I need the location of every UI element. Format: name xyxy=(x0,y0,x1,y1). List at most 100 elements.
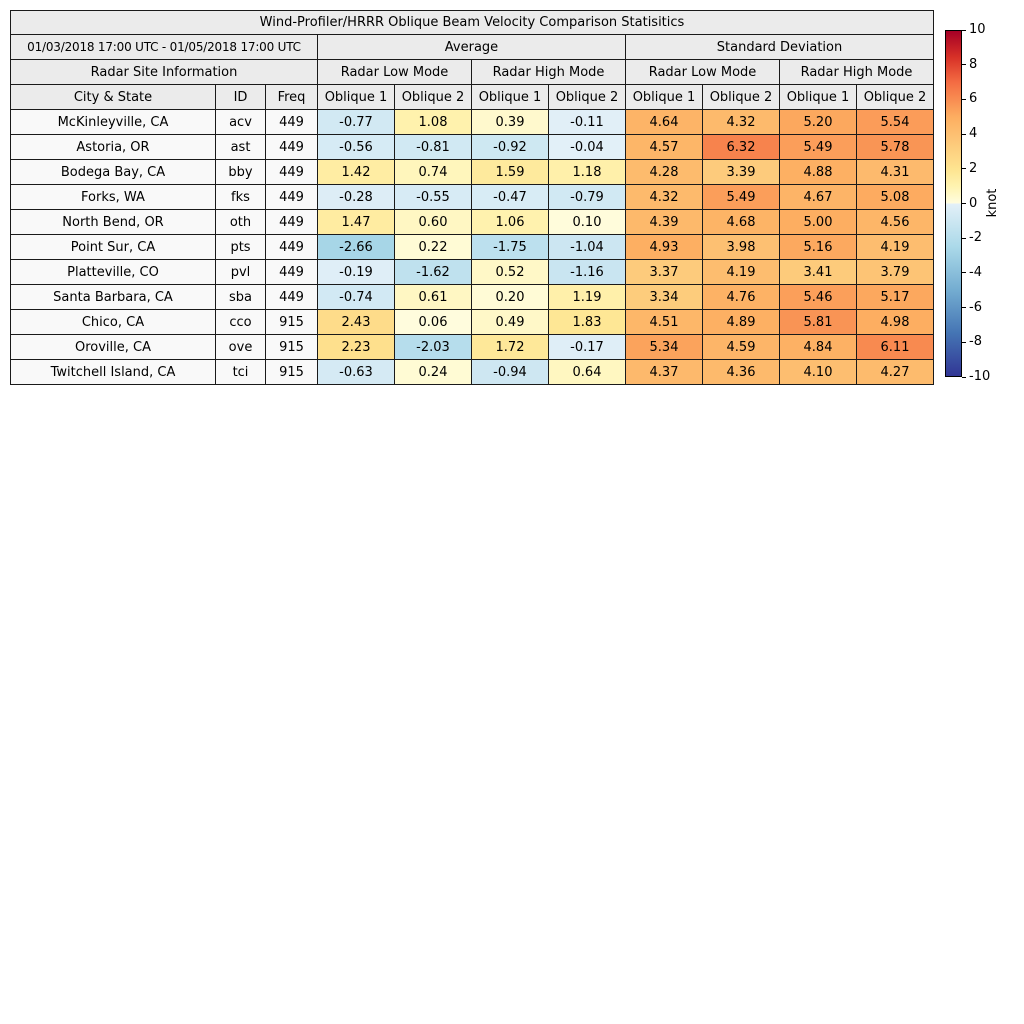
value-cell: 5.00 xyxy=(779,209,857,235)
id-cell: bby xyxy=(215,159,266,185)
avg-high-mode-header: Radar High Mode xyxy=(471,59,626,85)
table-row: Twitchell Island, CA tci 915 -0.63 0.24 -0.94… xyxy=(10,359,934,385)
value-cell: 1.08 xyxy=(394,109,472,135)
stddev-group-header: Standard Deviation xyxy=(625,34,934,60)
table-row: Forks, WA fks 449 -0.28 -0.55 -0.47 -0.79 4.32 5… xyxy=(10,184,934,210)
id-cell: acv xyxy=(215,109,266,135)
freq-cell: 449 xyxy=(265,109,318,135)
colorbar-tick-mark xyxy=(962,203,966,204)
freq-cell: 915 xyxy=(265,334,318,360)
table-row: McKinleyville, CA acv 449 -0.77 1.08 0.39 -0.1… xyxy=(10,109,934,135)
value-cell: -0.11 xyxy=(548,109,626,135)
value-cell: 5.81 xyxy=(779,309,857,335)
id-cell: oth xyxy=(215,209,266,235)
value-cell: 4.37 xyxy=(625,359,703,385)
value-cell: 1.47 xyxy=(317,209,395,235)
value-cell: 4.84 xyxy=(779,334,857,360)
value-cell: 4.93 xyxy=(625,234,703,260)
value-cell: 3.37 xyxy=(625,259,703,285)
table-row: Oroville, CA ove 915 2.23 -2.03 1.72 -0.17 5.34… xyxy=(10,334,934,360)
freq-cell: 449 xyxy=(265,234,318,260)
value-cell: 4.57 xyxy=(625,134,703,160)
id-cell: tci xyxy=(215,359,266,385)
value-cell: 4.76 xyxy=(702,284,780,310)
value-cell: 5.46 xyxy=(779,284,857,310)
value-cell: 5.17 xyxy=(856,284,934,310)
value-cell: 0.10 xyxy=(548,209,626,235)
value-cell: 4.32 xyxy=(625,184,703,210)
value-cell: 0.49 xyxy=(471,309,549,335)
id-cell: pts xyxy=(215,234,266,260)
value-cell: 4.28 xyxy=(625,159,703,185)
title-row: Wind-Profiler/HRRR Oblique Beam Velocity… xyxy=(10,10,934,35)
colorbar-unit-label: knot xyxy=(985,188,1000,218)
freq-cell: 449 xyxy=(265,209,318,235)
value-cell: -0.04 xyxy=(548,134,626,160)
city-cell: Point Sur, CA xyxy=(10,234,216,260)
colorbar-tick-mark xyxy=(962,341,966,343)
freq-cell: 449 xyxy=(265,134,318,160)
value-cell: -0.81 xyxy=(394,134,472,160)
colorbar-tick-label: -4 xyxy=(969,264,982,280)
colorbar-tick-mark xyxy=(962,272,966,274)
value-cell: 5.08 xyxy=(856,184,934,210)
value-cell: 5.16 xyxy=(779,234,857,260)
value-cell: 5.20 xyxy=(779,109,857,135)
value-cell: 2.23 xyxy=(317,334,395,360)
value-cell: 4.10 xyxy=(779,359,857,385)
value-cell: 4.88 xyxy=(779,159,857,185)
value-cell: -0.17 xyxy=(548,334,626,360)
column-header-row: City & State ID Freq Oblique 1 Oblique 2… xyxy=(10,84,934,110)
value-cell: 0.64 xyxy=(548,359,626,385)
value-cell: 3.98 xyxy=(702,234,780,260)
value-cell: -0.77 xyxy=(317,109,395,135)
value-cell: 4.27 xyxy=(856,359,934,385)
colorbar-tick-label: 4 xyxy=(969,126,978,142)
value-cell: 4.67 xyxy=(779,184,857,210)
value-cell: -0.79 xyxy=(548,184,626,210)
date-range: 01/03/2018 17:00 UTC - 01/05/2018 17:00 … xyxy=(10,34,318,60)
value-cell: -1.04 xyxy=(548,234,626,260)
value-cell: 6.32 xyxy=(702,134,780,160)
id-cell: pvl xyxy=(215,259,266,285)
value-cell: -0.55 xyxy=(394,184,472,210)
value-cell: 0.39 xyxy=(471,109,549,135)
value-cell: 0.52 xyxy=(471,259,549,285)
city-cell: Bodega Bay, CA xyxy=(10,159,216,185)
avg-low-mode-header: Radar Low Mode xyxy=(317,59,472,85)
mode-header-row: Radar Site Information Radar Low Mode Ra… xyxy=(10,59,934,85)
average-group-header: Average xyxy=(317,34,626,60)
value-cell: 5.78 xyxy=(856,134,934,160)
freq-column-header: Freq xyxy=(265,84,318,110)
value-cell: 4.36 xyxy=(702,359,780,385)
oblique2-column-header: Oblique 2 xyxy=(702,84,780,110)
oblique2-column-header: Oblique 2 xyxy=(856,84,934,110)
table-title: Wind-Profiler/HRRR Oblique Beam Velocity… xyxy=(10,10,934,35)
colorbar-tick-label: -8 xyxy=(969,334,982,350)
table-row: Point Sur, CA pts 449 -2.66 0.22 -1.75 -1.04 4.… xyxy=(10,234,934,260)
city-cell: Twitchell Island, CA xyxy=(10,359,216,385)
freq-cell: 915 xyxy=(265,359,318,385)
value-cell: 2.43 xyxy=(317,309,395,335)
value-cell: -1.16 xyxy=(548,259,626,285)
table-row: Platteville, CO pvl 449 -0.19 -1.62 0.52 -1.16… xyxy=(10,259,934,285)
value-cell: -0.63 xyxy=(317,359,395,385)
city-cell: Chico, CA xyxy=(10,309,216,335)
std-high-mode-header: Radar High Mode xyxy=(779,59,934,85)
colorbar-gradient xyxy=(945,30,962,377)
oblique1-column-header: Oblique 1 xyxy=(779,84,857,110)
value-cell: 1.72 xyxy=(471,334,549,360)
value-cell: 1.19 xyxy=(548,284,626,310)
oblique2-column-header: Oblique 2 xyxy=(548,84,626,110)
table-row: Chico, CA cco 915 2.43 0.06 0.49 1.83 4.51 4.89 5… xyxy=(10,309,934,335)
value-cell: -1.75 xyxy=(471,234,549,260)
city-cell: Forks, WA xyxy=(10,184,216,210)
colorbar-tick-label: 2 xyxy=(969,160,978,176)
value-cell: -0.47 xyxy=(471,184,549,210)
value-cell: 1.18 xyxy=(548,159,626,185)
table-body: McKinleyville, CA acv 449 -0.77 1.08 0.39 -0.1… xyxy=(10,109,934,385)
oblique1-column-header: Oblique 1 xyxy=(471,84,549,110)
value-cell: 3.41 xyxy=(779,259,857,285)
freq-cell: 449 xyxy=(265,184,318,210)
freq-cell: 449 xyxy=(265,259,318,285)
